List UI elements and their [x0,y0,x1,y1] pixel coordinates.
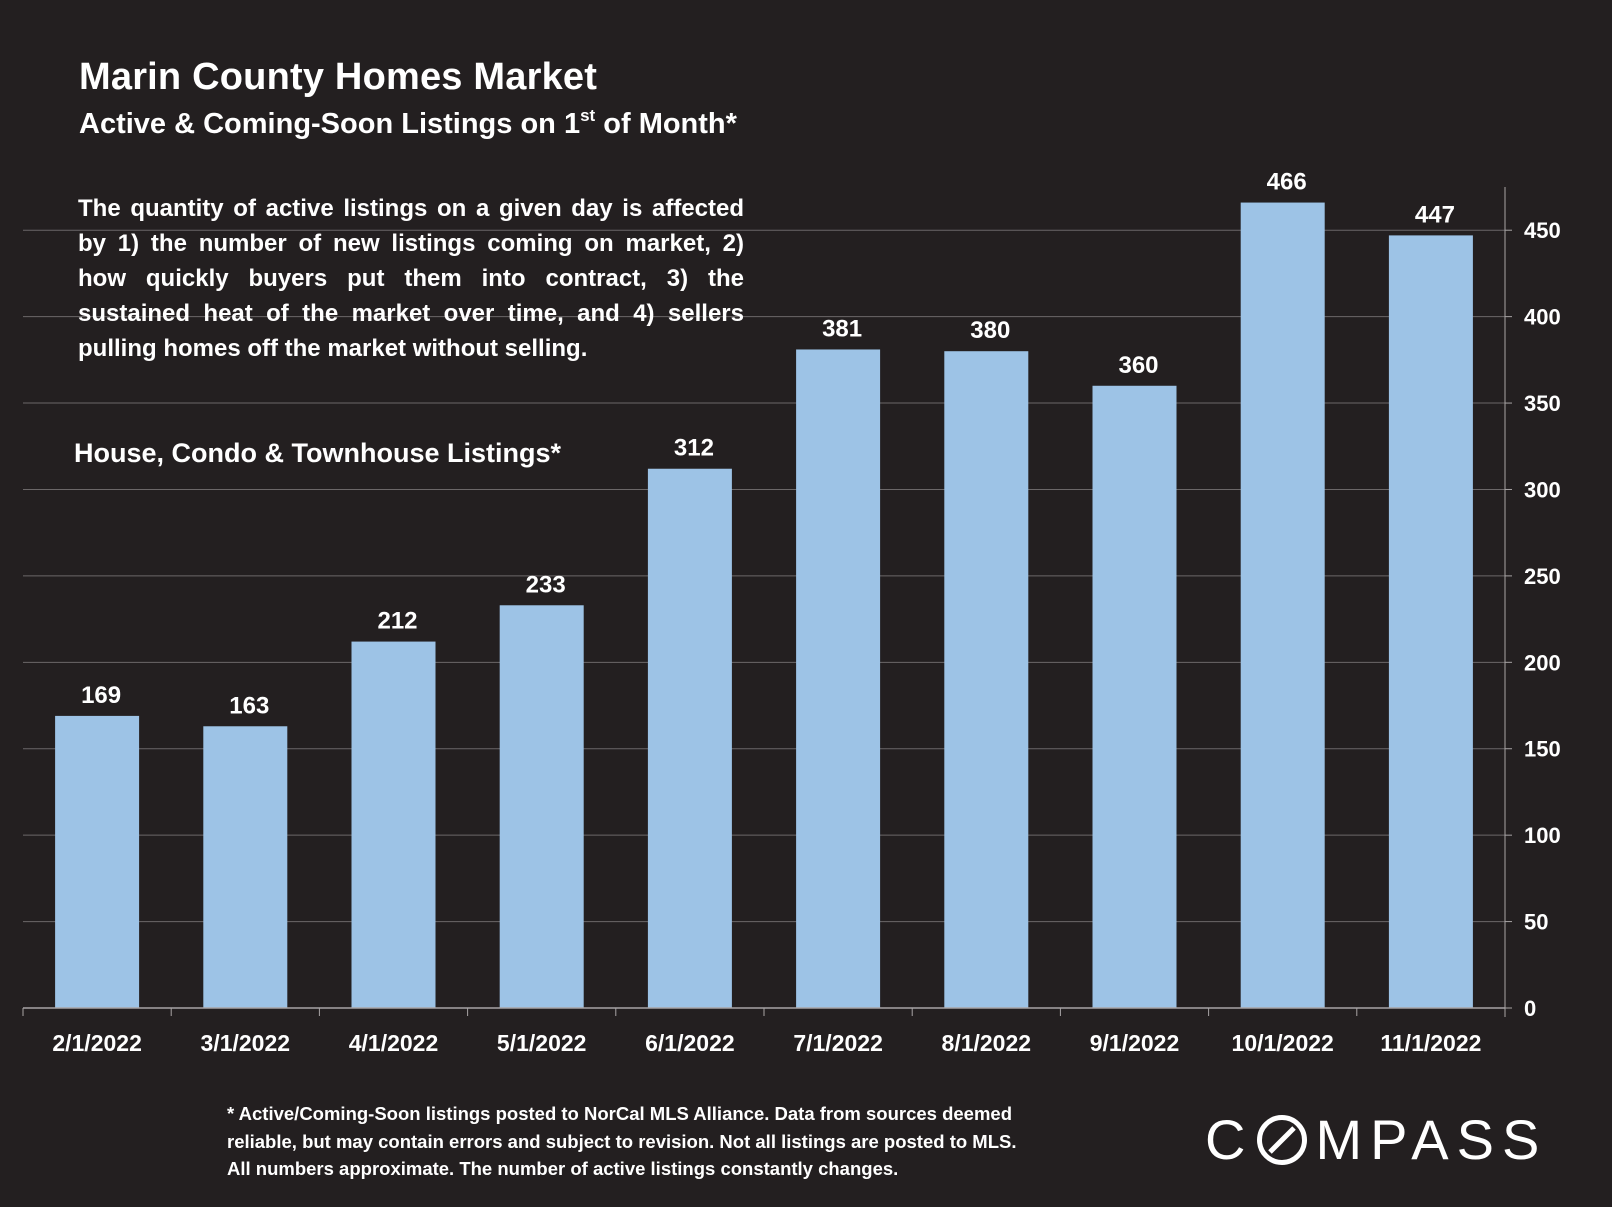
data-label: 381 [822,315,862,342]
y-tick-label: 0 [1524,996,1536,1021]
bars [55,202,1473,1009]
bar-11/1/2022 [1388,235,1473,1009]
data-label: 312 [674,435,714,462]
data-label: 163 [229,692,269,719]
y-tick-label: 50 [1524,910,1548,935]
y-tick-label: 250 [1524,564,1561,589]
bar-2/1/2022 [55,715,140,1008]
chart-subtitle: Active & Coming-Soon Listings on 1st of … [79,106,737,141]
bar-4/1/2022 [351,641,436,1008]
data-label: 169 [81,682,121,709]
bar-6/1/2022 [647,468,732,1008]
data-label: 212 [377,608,417,635]
x-tick-label: 9/1/2022 [1090,1030,1180,1056]
y-tick-label: 350 [1524,391,1561,416]
data-label: 360 [1118,352,1158,379]
logo-suffix: MPASS [1315,1108,1548,1171]
footnote-line-2: reliable, but may contain errors and sub… [227,1130,1017,1152]
bar-5/1/2022 [499,605,584,1008]
x-tick-label: 6/1/2022 [645,1030,735,1056]
data-label: 233 [526,571,566,598]
y-tick-label: 200 [1524,650,1561,675]
axes: 0 50 100 150 200 250 300 350 400 450 [22,187,1561,1021]
y-tick-label: 400 [1524,305,1561,330]
x-tick-label: 11/1/2022 [1380,1030,1481,1056]
logo-o-mark-icon [1257,1115,1308,1165]
bar-9/1/2022 [1092,385,1177,1008]
data-label: 447 [1415,201,1455,228]
x-tick-label: 8/1/2022 [942,1030,1032,1056]
bar-10/1/2022 [1240,202,1325,1008]
bar-3/1/2022 [203,726,288,1008]
x-tick-label: 5/1/2022 [497,1030,587,1056]
y-tick-label: 100 [1524,823,1561,848]
data-label: 380 [970,317,1010,344]
y-tick-label: 150 [1524,737,1561,762]
bar-8/1/2022 [944,351,1029,1008]
footnote-line-1: * Active/Coming-Soon listings posted to … [227,1103,1013,1124]
data-labels: 169 2/1/2022 163 3/1/2022 212 4/1/2022 233 5/1/… [52,169,1481,1056]
x-tick-label: 3/1/2022 [201,1030,291,1056]
x-tick-label: 2/1/2022 [52,1030,142,1056]
series-label: House, Condo & Townhouse Listings* [74,438,561,468]
x-tick-label: 7/1/2022 [793,1030,883,1056]
footnote: * Active/Coming-Soon listings posted to … [227,1100,1087,1183]
chart-annotation: The quantity of active listings on a giv… [78,195,744,362]
subtitle-main: Active & Coming-Soon Listings on 1 [79,108,581,140]
data-label: 466 [1267,169,1307,196]
y-tick-label: 300 [1524,477,1561,502]
x-tick-label: 4/1/2022 [349,1030,439,1056]
chart-title: Marin County Homes Market [79,56,598,98]
logo-prefix: C [1205,1108,1254,1171]
x-tick-label: 10/1/2022 [1232,1030,1334,1056]
subtitle-end: of Month* [595,108,737,140]
subtitle-superscript: st [580,106,596,125]
footnote-line-3: All numbers approximate. The number of a… [227,1158,899,1179]
y-tick-label: 450 [1524,218,1561,243]
bar-7/1/2022 [796,349,881,1009]
